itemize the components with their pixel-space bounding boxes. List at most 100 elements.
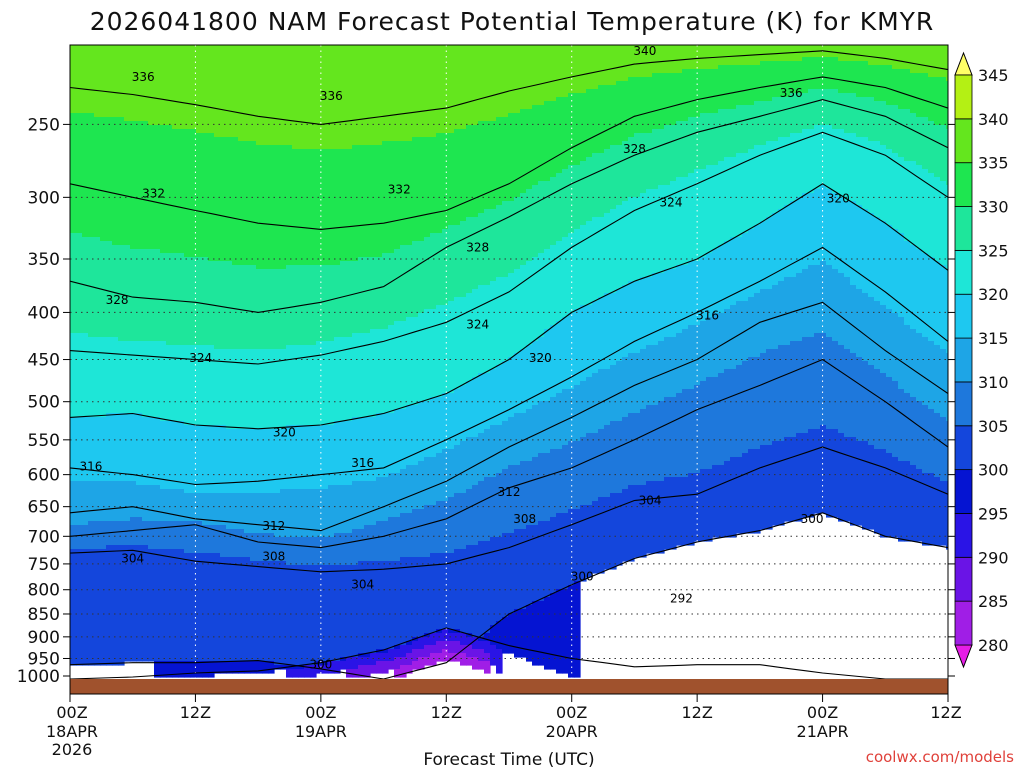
- fill-cell: [610, 493, 617, 570]
- fill-cell: [736, 153, 743, 238]
- fill-cell: [880, 45, 887, 66]
- fill-cell: [100, 45, 107, 118]
- fill-cell: [394, 141, 401, 250]
- fill-cell: [718, 313, 725, 374]
- fill-cell: [466, 657, 473, 666]
- fill-cell: [922, 337, 929, 406]
- fill-cell: [652, 45, 659, 74]
- fill-cell: [178, 661, 185, 678]
- fill-cell: [208, 525, 215, 554]
- fill-cell: [796, 133, 803, 198]
- x-tick-label: 12Z: [180, 703, 211, 722]
- fill-cell: [670, 477, 677, 550]
- fill-cell: [304, 345, 311, 426]
- x-tick-label: 00Z: [807, 703, 838, 722]
- fill-cell: [568, 509, 575, 586]
- fill-cell: [856, 441, 863, 526]
- fill-cell: [520, 265, 527, 350]
- fill-cell: [346, 533, 353, 566]
- fill-cell: [628, 485, 635, 562]
- fill-cell: [448, 301, 455, 394]
- fill-cell: [232, 45, 239, 138]
- fill-cell: [634, 133, 641, 198]
- fill-cell: [100, 337, 107, 418]
- fill-cell: [922, 169, 929, 254]
- fill-cell: [664, 45, 671, 74]
- fill-cell: [76, 549, 83, 666]
- fill-cell: [850, 285, 857, 354]
- fill-cell: [910, 245, 917, 330]
- fill-cell: [472, 545, 479, 638]
- fill-cell: [298, 45, 305, 150]
- fill-cell: [238, 429, 245, 494]
- contour-label: 328: [106, 293, 129, 307]
- fill-cell: [316, 537, 323, 566]
- fill-cell: [496, 537, 503, 622]
- fill-cell: [868, 297, 875, 366]
- fill-cell: [406, 653, 413, 666]
- fill-cell: [214, 137, 221, 262]
- fill-cell: [598, 45, 605, 86]
- fill-cell: [538, 521, 545, 602]
- fill-cell: [166, 45, 173, 126]
- colorbar-label: 315: [978, 329, 1009, 348]
- x-tick-year: 2026: [52, 740, 93, 759]
- fill-cell: [70, 233, 77, 334]
- y-tick-label: 1000: [17, 667, 60, 687]
- fill-cell: [568, 45, 575, 94]
- fill-cell: [262, 429, 269, 494]
- colorbar-band: [954, 600, 973, 646]
- fill-cell: [178, 45, 185, 130]
- fill-cell: [412, 649, 419, 662]
- fill-cell: [562, 589, 569, 674]
- fill-cell: [796, 45, 803, 62]
- fill-cell: [238, 141, 245, 266]
- isotherm-316: [70, 246, 948, 486]
- fill-cell: [718, 45, 725, 66]
- fill-cell: [922, 45, 929, 74]
- fill-cell: [760, 101, 767, 146]
- fill-cell: [196, 345, 203, 426]
- fill-cell: [280, 561, 287, 666]
- fill-cell: [688, 389, 695, 474]
- fill-cell: [730, 369, 737, 458]
- fill-cell: [658, 185, 665, 274]
- fill-cell: [724, 157, 731, 242]
- fill-cell: [562, 445, 569, 514]
- fill-cell: [334, 661, 341, 674]
- fill-cell: [412, 661, 419, 670]
- fill-cell: [322, 565, 329, 662]
- fill-cell: [502, 201, 509, 278]
- fill-cell: [202, 425, 209, 494]
- fill-cell: [646, 277, 653, 346]
- fill-cell: [538, 181, 545, 254]
- fill-cell: [358, 417, 365, 482]
- contour-label: 328: [466, 240, 489, 254]
- fill-cell: [442, 629, 449, 642]
- fill-cell: [616, 145, 623, 206]
- fill-cell: [562, 237, 569, 318]
- fill-cell: [334, 265, 341, 338]
- fill-cell: [400, 557, 407, 646]
- fill-cell: [862, 361, 869, 442]
- fill-cell: [298, 345, 305, 426]
- fill-cell: [154, 249, 161, 342]
- fill-cell: [484, 661, 491, 674]
- fill-cell: [838, 129, 845, 198]
- fill-cell: [496, 117, 503, 206]
- fill-cell: [820, 185, 827, 262]
- fill-cell: [478, 641, 485, 650]
- fill-cell: [502, 617, 509, 654]
- fill-cell: [628, 281, 635, 354]
- fill-cell: [550, 45, 557, 102]
- fill-cell: [142, 485, 149, 522]
- fill-cell: [682, 265, 689, 330]
- fill-cell: [142, 341, 149, 418]
- fill-cell: [382, 653, 389, 662]
- colorbar-label: 285: [978, 592, 1009, 611]
- fill-cell: [118, 481, 125, 522]
- fill-cell: [544, 101, 551, 182]
- fill-cell: [928, 45, 935, 78]
- fill-cell: [436, 397, 443, 454]
- contour-label: 312: [498, 485, 521, 499]
